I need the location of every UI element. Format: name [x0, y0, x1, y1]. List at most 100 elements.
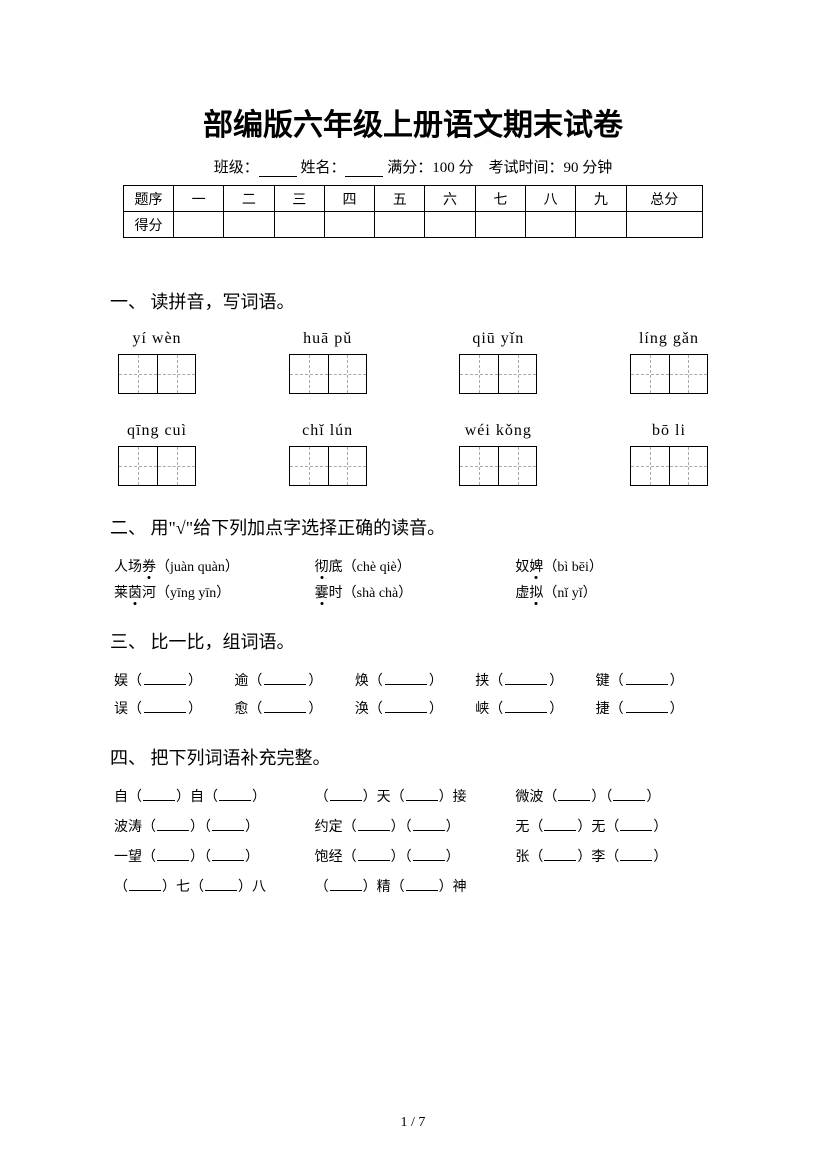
char-cell[interactable] [290, 447, 328, 485]
fill-blank[interactable] [544, 830, 576, 831]
fill-blank[interactable] [613, 800, 645, 801]
char-box[interactable] [630, 446, 708, 486]
score-cell[interactable] [525, 212, 575, 238]
q2-item: 人场券（juàn quàn） [114, 556, 315, 576]
q4-row: 一望（）（）饱经（）（）张（）李（） [110, 846, 716, 866]
q2-item: 霎时（shà chà） [315, 582, 516, 602]
char-cell[interactable] [119, 447, 157, 485]
fill-blank[interactable] [413, 860, 445, 861]
class-label: 班级： [214, 160, 259, 176]
class-blank[interactable] [259, 176, 297, 177]
fill-blank[interactable] [358, 860, 390, 861]
char-cell[interactable] [460, 447, 498, 485]
q3-pair: 捷（） [596, 698, 716, 718]
score-header-cell: 总分 [626, 186, 702, 212]
fill-blank[interactable] [157, 860, 189, 861]
q4-item: 张（）李（） [515, 846, 716, 866]
score-header-cell: 四 [324, 186, 374, 212]
score-cell[interactable] [425, 212, 475, 238]
fill-blank[interactable] [385, 712, 427, 713]
char-cell[interactable] [328, 355, 366, 393]
q4-item [515, 876, 716, 896]
score-cell[interactable] [475, 212, 525, 238]
fill-blank[interactable] [144, 712, 186, 713]
char-cell[interactable] [498, 447, 536, 485]
fill-blank[interactable] [144, 684, 186, 685]
fill-blank[interactable] [505, 684, 547, 685]
fill-blank[interactable] [406, 800, 438, 801]
char-cell[interactable] [631, 355, 669, 393]
fill-blank[interactable] [626, 712, 668, 713]
char-cell[interactable] [328, 447, 366, 485]
score-value-row: 得分 [124, 212, 703, 238]
fill-blank[interactable] [157, 830, 189, 831]
section-3: 三、 比一比，组词语。 娱（）逾（）焕（）挟（）键（） 误（）愈（）涣（）峡（）… [110, 628, 716, 718]
fill-blank[interactable] [505, 712, 547, 713]
fill-blank[interactable] [143, 800, 175, 801]
pinyin-item: yí wèn [118, 330, 196, 394]
fill-blank[interactable] [264, 712, 306, 713]
char-cell[interactable] [290, 355, 328, 393]
q3-pair: 愈（） [234, 698, 354, 718]
char-cell[interactable] [157, 447, 195, 485]
fill-blank[interactable] [558, 800, 590, 801]
score-header-cell: 二 [224, 186, 274, 212]
section-2: 二、 用"√"给下列加点字选择正确的读音。 人场券（juàn quàn）彻底（c… [110, 514, 716, 602]
fill-blank[interactable] [620, 830, 652, 831]
fill-blank[interactable] [205, 890, 237, 891]
fill-blank[interactable] [330, 800, 362, 801]
fill-blank[interactable] [406, 890, 438, 891]
pinyin-text: wéi kǒng [459, 422, 537, 440]
char-cell[interactable] [119, 355, 157, 393]
score-cell[interactable] [375, 212, 425, 238]
fullscore-label: 满分： [387, 160, 432, 176]
char-cell[interactable] [498, 355, 536, 393]
fill-blank[interactable] [219, 800, 251, 801]
fill-blank[interactable] [212, 830, 244, 831]
score-cell[interactable] [626, 212, 702, 238]
pinyin-item: chǐ lún [289, 422, 367, 486]
q4-item: 约定（）（） [315, 816, 516, 836]
fill-blank[interactable] [212, 860, 244, 861]
pinyin-text: huā pǔ [289, 330, 367, 348]
char-box[interactable] [630, 354, 708, 394]
fill-blank[interactable] [264, 684, 306, 685]
fill-blank[interactable] [129, 890, 161, 891]
fill-blank[interactable] [620, 860, 652, 861]
fill-blank[interactable] [385, 684, 427, 685]
score-cell[interactable] [324, 212, 374, 238]
score-cell[interactable] [174, 212, 224, 238]
score-cell[interactable] [576, 212, 626, 238]
char-cell[interactable] [669, 355, 707, 393]
section-3-heading: 三、 比一比，组词语。 [110, 628, 716, 654]
pinyin-text: chǐ lún [289, 422, 367, 440]
info-line: 班级： 姓名： 满分：100 分 考试时间：90 分钟 [110, 156, 716, 177]
name-blank[interactable] [345, 176, 383, 177]
fill-blank[interactable] [626, 684, 668, 685]
char-cell[interactable] [460, 355, 498, 393]
pinyin-text: bō li [630, 422, 708, 440]
q2-row: 人场券（juàn quàn）彻底（chè qiè）奴婢（bì bēi） [110, 556, 716, 576]
time-value: 90 分钟 [564, 160, 613, 176]
char-cell[interactable] [669, 447, 707, 485]
char-box[interactable] [118, 446, 196, 486]
fill-blank[interactable] [544, 860, 576, 861]
fill-blank[interactable] [358, 830, 390, 831]
char-box[interactable] [118, 354, 196, 394]
char-cell[interactable] [631, 447, 669, 485]
char-box[interactable] [289, 354, 367, 394]
q2-item: 彻底（chè qiè） [315, 556, 516, 576]
char-cell[interactable] [157, 355, 195, 393]
score-cell[interactable] [224, 212, 274, 238]
q3-row: 娱（）逾（）焕（）挟（）键（） [110, 670, 716, 690]
section-4-heading: 四、 把下列词语补充完整。 [110, 744, 716, 770]
q4-item: （）精（）神 [315, 876, 516, 896]
char-box[interactable] [459, 354, 537, 394]
q3-pair: 峡（） [475, 698, 595, 718]
char-box[interactable] [289, 446, 367, 486]
char-box[interactable] [459, 446, 537, 486]
fill-blank[interactable] [413, 830, 445, 831]
score-cell[interactable] [274, 212, 324, 238]
fill-blank[interactable] [330, 890, 362, 891]
q3-pair: 焕（） [355, 670, 475, 690]
